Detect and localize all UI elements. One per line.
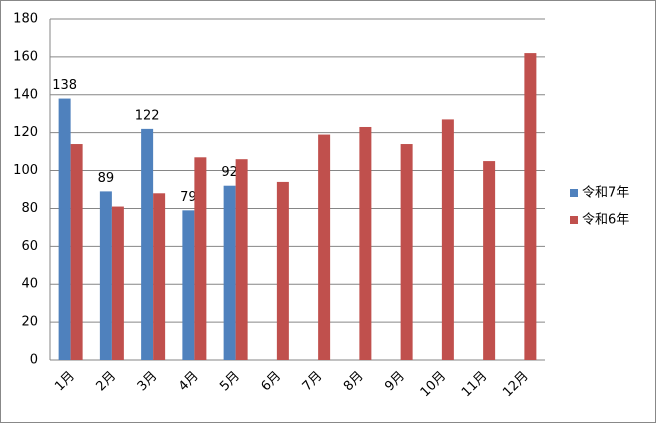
data-label: 122 bbox=[135, 108, 160, 123]
bar bbox=[58, 98, 71, 361]
bar bbox=[483, 161, 496, 360]
data-label: 92 bbox=[221, 165, 238, 180]
legend-swatch bbox=[570, 216, 578, 224]
bar bbox=[359, 126, 372, 360]
y-tick-label: 160 bbox=[13, 49, 38, 64]
y-tick-label: 180 bbox=[13, 12, 38, 27]
y-tick-label: 80 bbox=[21, 201, 38, 216]
y-tick-label: 20 bbox=[21, 315, 38, 330]
y-tick-label: 100 bbox=[13, 163, 38, 178]
y-tick-label: 140 bbox=[13, 87, 38, 102]
legend-label: 令和6年 bbox=[582, 213, 629, 228]
bar bbox=[70, 144, 83, 360]
y-tick-label: 120 bbox=[13, 125, 38, 140]
legend-swatch bbox=[570, 189, 578, 197]
bar bbox=[111, 206, 124, 360]
bar bbox=[276, 181, 289, 360]
y-tick-label: 0 bbox=[30, 353, 38, 368]
bar bbox=[235, 159, 248, 360]
bar bbox=[141, 128, 154, 360]
y-tick-label: 60 bbox=[21, 239, 38, 254]
data-label: 89 bbox=[98, 171, 115, 186]
bar bbox=[194, 157, 207, 360]
bar bbox=[400, 144, 413, 360]
bar bbox=[99, 191, 112, 360]
legend-label: 令和7年 bbox=[582, 186, 629, 201]
y-tick-label: 40 bbox=[21, 277, 38, 292]
data-label: 138 bbox=[52, 78, 77, 93]
bar bbox=[524, 53, 537, 360]
bar bbox=[318, 134, 331, 360]
bar bbox=[223, 185, 236, 360]
data-label: 79 bbox=[180, 190, 197, 205]
bar bbox=[441, 119, 454, 361]
bar bbox=[153, 193, 166, 360]
bar bbox=[182, 210, 195, 360]
